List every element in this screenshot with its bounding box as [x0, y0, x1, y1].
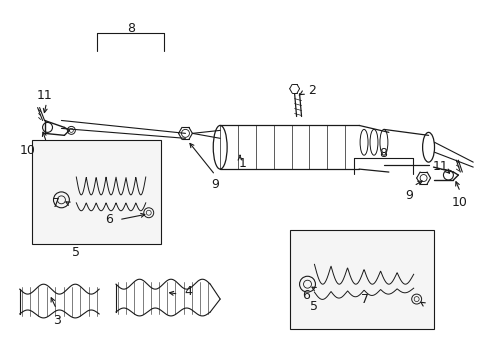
Text: 6: 6 — [302, 289, 310, 302]
Text: 1: 1 — [239, 157, 246, 170]
Text: 10: 10 — [20, 144, 36, 157]
Text: 4: 4 — [184, 285, 192, 298]
Text: 5: 5 — [310, 300, 318, 312]
Text: 10: 10 — [450, 196, 467, 209]
Text: 9: 9 — [404, 189, 412, 202]
Text: 8: 8 — [126, 22, 135, 35]
Text: 6: 6 — [105, 213, 113, 226]
Text: 11: 11 — [37, 89, 52, 102]
Bar — [289, 230, 433, 329]
Text: 11: 11 — [432, 159, 447, 172]
Bar — [32, 140, 161, 244]
Text: 8: 8 — [378, 147, 386, 160]
Text: 2: 2 — [308, 84, 316, 97]
Text: 9: 9 — [211, 179, 219, 192]
Text: 7: 7 — [360, 293, 368, 306]
Text: 5: 5 — [72, 246, 80, 259]
Text: 3: 3 — [53, 314, 61, 327]
Text: 7: 7 — [52, 197, 61, 210]
